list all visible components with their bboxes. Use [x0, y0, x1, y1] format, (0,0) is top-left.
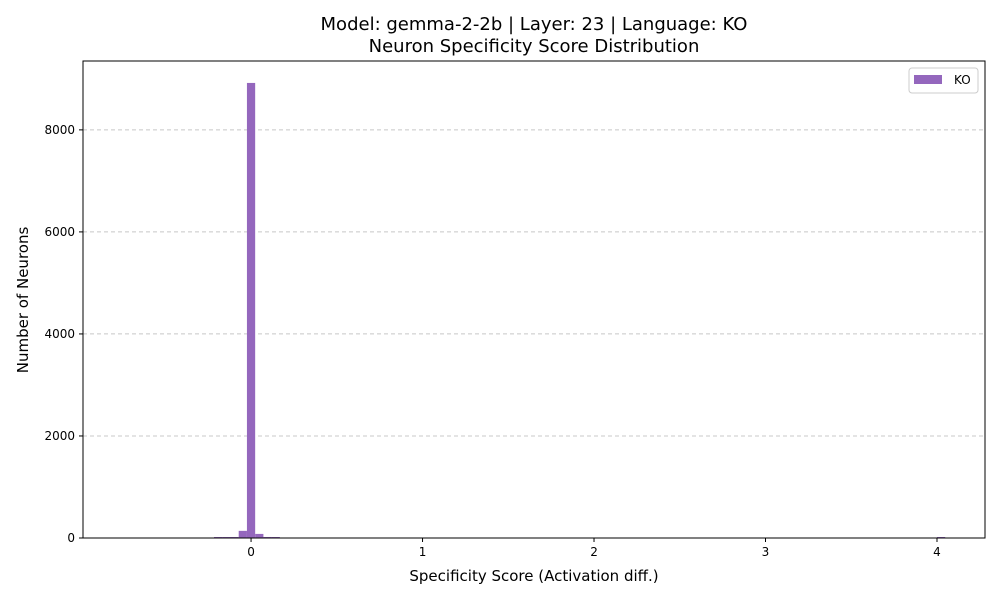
y-axis-ticks: 0 2000 4000 6000 8000: [44, 123, 83, 545]
x-tick-label-2: 2: [590, 545, 598, 559]
y-axis-label: Number of Neurons: [14, 227, 32, 374]
plot-frame: [82, 60, 986, 539]
legend: KO: [908, 67, 979, 94]
histogram-bar-6: [263, 536, 272, 538]
y-tick-label-4000: 4000: [44, 327, 75, 341]
histogram-bar-3: [238, 530, 247, 538]
legend-swatch-ko: [914, 75, 942, 84]
x-tick-label-0: 0: [247, 545, 255, 559]
y-tick-label-8000: 8000: [44, 123, 75, 137]
x-tick-label-3: 3: [762, 545, 770, 559]
chart-title: Model: gemma-2-2b | Layer: 23 | Language…: [321, 14, 748, 35]
x-axis-ticks: 0 1 2 3 4: [247, 538, 941, 559]
chart-subtitle: Neuron Specificity Score Distribution: [369, 36, 700, 57]
y-tick-label-6000: 6000: [44, 225, 75, 239]
x-tick-label-1: 1: [419, 545, 427, 559]
histogram-bar-4: [246, 82, 256, 539]
x-tick-label-4: 4: [933, 545, 941, 559]
y-tick-label-2000: 2000: [44, 429, 75, 443]
y-tick-label-0: 0: [67, 531, 75, 545]
histogram-bar-5: [255, 533, 264, 538]
x-axis-label: Specificity Score (Activation diff.): [409, 567, 658, 585]
legend-label-ko: KO: [954, 73, 971, 87]
legend-box: [908, 67, 979, 94]
grid-lines: [83, 129, 985, 437]
